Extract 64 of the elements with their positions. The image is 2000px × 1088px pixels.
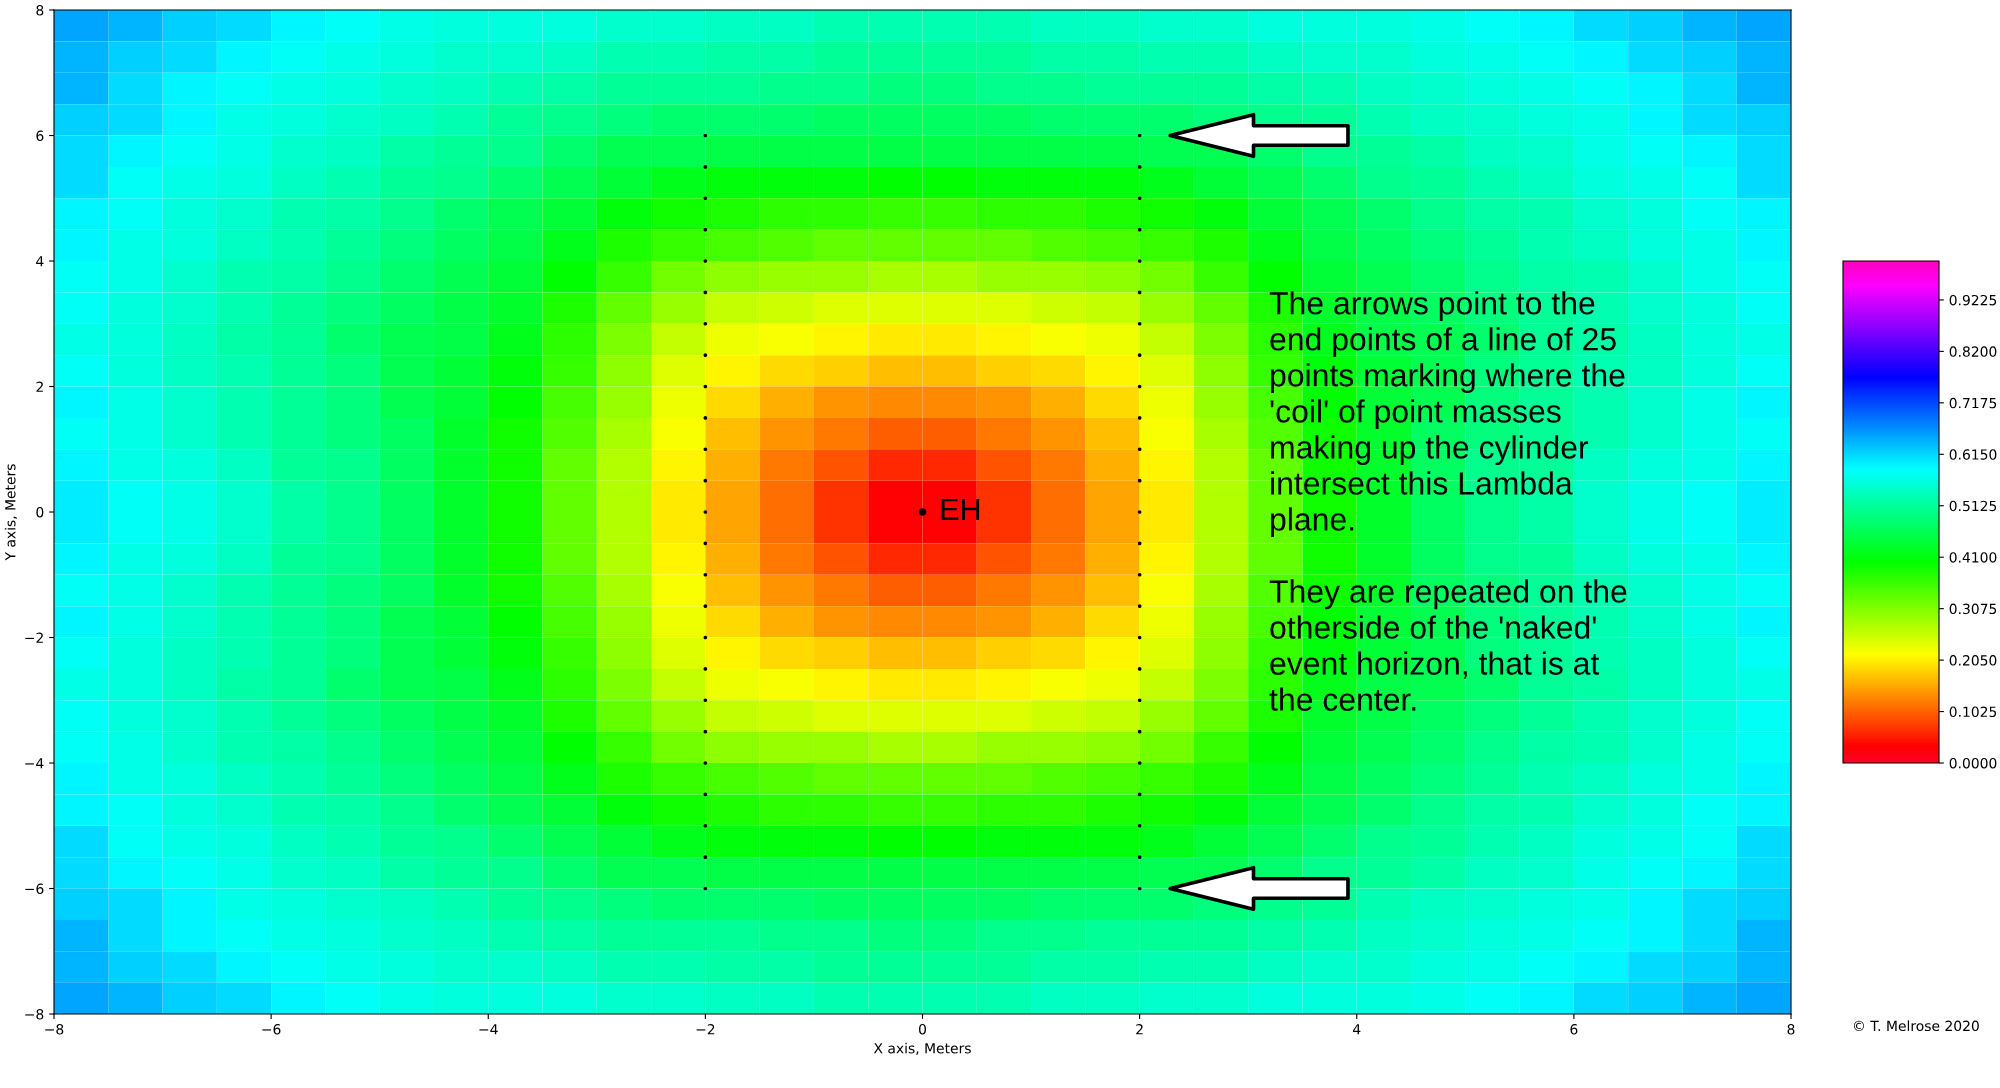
text: © T. Melrose 2020 [1853, 1020, 1979, 1032]
y-tick-label: −6 [25, 883, 44, 894]
point [1137, 823, 1142, 828]
x-tick-label: −2 [696, 1023, 715, 1035]
point [1137, 698, 1142, 703]
point [703, 855, 708, 859]
point [1137, 667, 1142, 671]
y-tick-label: 8 [36, 4, 44, 16]
color-bar-label: 0.1025 [1949, 706, 1997, 718]
y-tick-label: −8 [25, 1008, 44, 1020]
point [1137, 196, 1142, 201]
x-tick-label: 8 [1787, 1023, 1795, 1035]
point [703, 604, 708, 608]
point [703, 698, 708, 703]
point [1137, 416, 1142, 420]
point [1137, 447, 1142, 452]
x-tick-label: −4 [479, 1024, 498, 1035]
point [703, 259, 708, 263]
point [703, 416, 708, 420]
point [918, 508, 927, 516]
x-tick-label: −8 [45, 1023, 64, 1035]
point [703, 572, 708, 577]
point [703, 510, 708, 514]
point [1137, 510, 1142, 514]
y-tick-label: 6 [36, 130, 44, 141]
point [703, 165, 708, 169]
point [1137, 165, 1142, 169]
x-tick-label: 6 [1570, 1023, 1578, 1035]
point [703, 196, 708, 201]
point [703, 353, 708, 357]
point [703, 667, 708, 671]
color-bar-label: 0.8200 [1949, 346, 1997, 357]
x-tick-label: 0 [919, 1023, 926, 1035]
text: The arrows point to the end points of a line of 25 points marking where the 'coil' of point masses making up the cylinder intersect this Lambda plane. They are repeated on the otherside of the 'naked' event horizon, that is at the center. [1269, 291, 1627, 711]
x-tick-label: −6 [262, 1023, 281, 1035]
color-bar-label: 0.9225 [1949, 294, 1997, 306]
point [1137, 353, 1142, 357]
y-tick-label: −4 [25, 758, 44, 769]
x-axis-title: X axis, Meters [873, 1042, 971, 1055]
point [1137, 572, 1142, 577]
color-bar-label: 0.7175 [1949, 397, 1997, 409]
point [703, 823, 708, 828]
point [1137, 259, 1142, 263]
color-bar-label: 0.4100 [1949, 552, 1997, 563]
point [1137, 604, 1142, 608]
point [703, 447, 708, 452]
annotation: EH [941, 498, 980, 520]
y-tick-label: 2 [36, 381, 43, 392]
color-bar-label: 0.5125 [1949, 500, 1997, 512]
point [1137, 761, 1142, 765]
x-tick-label: 2 [1136, 1023, 1143, 1035]
color-bar-label: 0.0000 [1949, 757, 1997, 769]
y-tick-label: 4 [36, 256, 44, 267]
point [1137, 321, 1142, 326]
point [1137, 855, 1142, 859]
color-bar-label: 0.6150 [1949, 449, 1997, 460]
color-bar-label: 0.3075 [1949, 603, 1997, 615]
point [703, 761, 708, 765]
x-tick-label: 4 [1353, 1024, 1361, 1035]
y-tick-label: 0 [36, 506, 44, 518]
color-bar-label: 0.2050 [1949, 655, 1997, 666]
y-tick-label: −2 [25, 632, 43, 643]
y-axis-title: Y axis, Meters [4, 464, 17, 561]
point [703, 321, 708, 326]
